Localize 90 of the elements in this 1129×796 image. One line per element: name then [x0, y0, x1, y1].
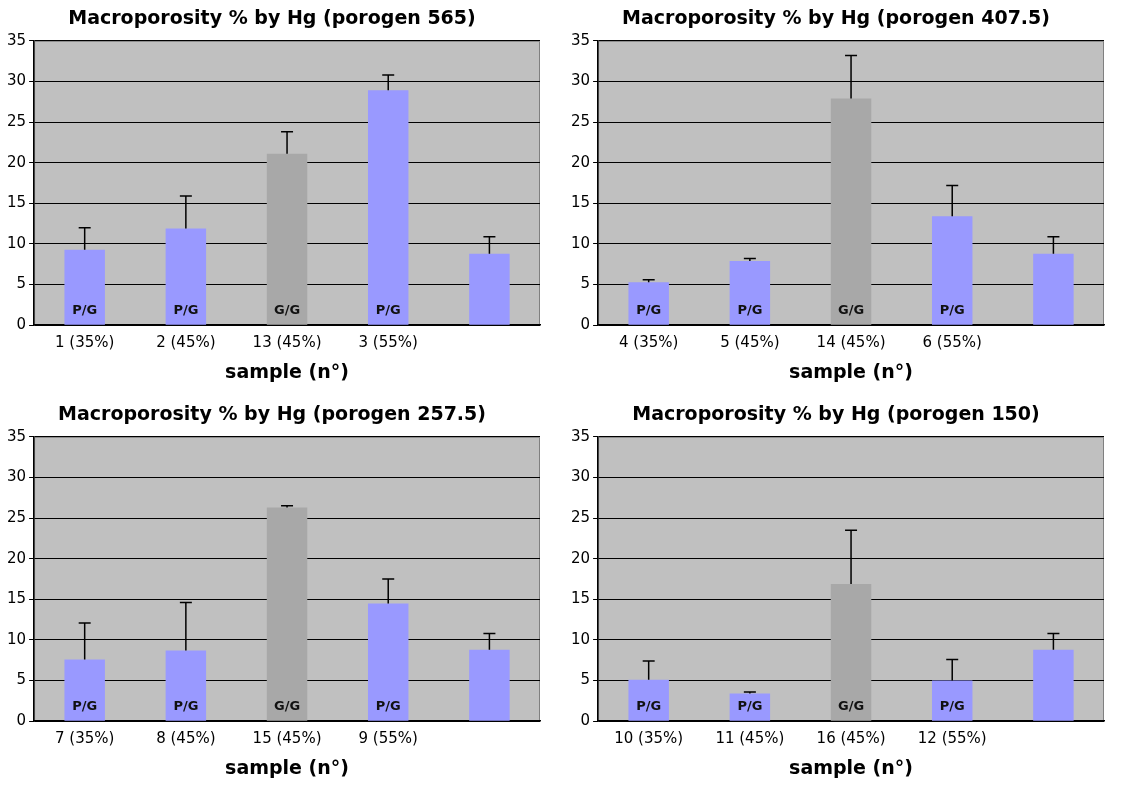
annotation: P/G: [737, 698, 763, 714]
annotation: P/G: [72, 302, 98, 318]
x-tick-label: 16 (45%): [816, 729, 886, 748]
x-tick-label: 12 (55%): [917, 729, 987, 748]
y-tick-label: 35: [570, 30, 591, 49]
y-tick-label: 10: [570, 233, 591, 252]
y-tick-label: 10: [570, 629, 591, 648]
chart-title: Macroporosity % by Hg (porogen 565): [68, 6, 476, 29]
y-tick-label: 5: [580, 670, 591, 689]
y-tick-label: 30: [6, 71, 27, 90]
x-tick-label: 10 (35%): [614, 729, 684, 748]
annotation: P/G: [636, 302, 662, 318]
x-tick-label: 6 (55%): [922, 333, 982, 352]
y-tick-label: 0: [580, 315, 591, 334]
x-tick-label: 2 (45%): [156, 333, 216, 352]
bar: [266, 153, 308, 325]
x-tick-label: 5 (45%): [720, 333, 780, 352]
bar: [64, 659, 105, 721]
chart-title: Macroporosity % by Hg (porogen 407.5): [622, 6, 1050, 29]
y-tick-label: 25: [570, 507, 591, 526]
bar: [1033, 253, 1074, 325]
bar: [729, 261, 771, 325]
y-tick-label: 30: [570, 71, 591, 90]
chart-title: Macroporosity % by Hg (porogen 150): [632, 402, 1040, 425]
bar: [266, 507, 308, 721]
bar: [830, 98, 872, 325]
x-tick-label: 7 (35%): [55, 729, 115, 748]
x-tick-label: 14 (45%): [816, 333, 886, 352]
y-tick-label: 10: [6, 233, 27, 252]
y-tick-label: 35: [6, 426, 27, 445]
y-tick-label: 0: [16, 315, 27, 334]
y-tick-label: 25: [570, 111, 591, 130]
annotation: P/G: [375, 302, 401, 318]
x-tick-label: 9 (55%): [358, 729, 418, 748]
bar: [628, 282, 669, 325]
x-tick-label: 11 (45%): [715, 729, 785, 748]
y-tick-label: 0: [580, 711, 591, 730]
y-tick-label: 20: [6, 548, 27, 567]
bar: [165, 650, 207, 721]
x-tick-label: 8 (45%): [156, 729, 216, 748]
bar: [165, 228, 207, 325]
x-axis-title: sample (n°): [225, 755, 350, 778]
bar: [64, 249, 105, 325]
y-tick-label: 15: [570, 193, 591, 212]
chart-title: Macroporosity % by Hg (porogen 257.5): [58, 402, 486, 425]
bar: [931, 216, 973, 325]
annotation: G/G: [274, 302, 301, 318]
annotation: P/G: [737, 302, 763, 318]
y-tick-label: 25: [6, 507, 27, 526]
x-tick-label: 15 (45%): [252, 729, 322, 748]
x-tick-label: 4 (35%): [619, 333, 679, 352]
y-tick-label: 35: [6, 30, 27, 49]
bar: [367, 90, 409, 325]
y-tick-label: 20: [570, 548, 591, 567]
y-tick-label: 25: [6, 111, 27, 130]
y-tick-label: 20: [570, 152, 591, 171]
bar: [469, 649, 510, 721]
bar: [1033, 649, 1074, 721]
y-tick-label: 20: [6, 152, 27, 171]
y-tick-label: 30: [570, 467, 591, 486]
y-tick-label: 5: [16, 274, 27, 293]
bar: [367, 603, 409, 721]
annotation: P/G: [173, 302, 199, 318]
y-tick-label: 5: [580, 274, 591, 293]
annotation: P/G: [939, 302, 965, 318]
annotation: P/G: [173, 698, 199, 714]
annotation: G/G: [838, 698, 865, 714]
annotation: G/G: [838, 302, 865, 318]
y-tick-label: 15: [570, 589, 591, 608]
bar: [469, 253, 510, 325]
y-tick-label: 35: [570, 426, 591, 445]
y-tick-label: 30: [6, 467, 27, 486]
bar: [628, 679, 669, 721]
x-axis-title: sample (n°): [789, 359, 914, 382]
x-tick-label: 1 (35%): [55, 333, 115, 352]
y-tick-label: 15: [6, 589, 27, 608]
x-axis-title: sample (n°): [225, 359, 350, 382]
annotation: G/G: [274, 698, 301, 714]
x-axis-title: sample (n°): [789, 755, 914, 778]
y-tick-label: 15: [6, 193, 27, 212]
annotation: P/G: [375, 698, 401, 714]
annotation: P/G: [636, 698, 662, 714]
x-tick-label: 13 (45%): [252, 333, 322, 352]
y-tick-label: 0: [16, 711, 27, 730]
annotation: P/G: [72, 698, 98, 714]
y-tick-label: 10: [6, 629, 27, 648]
bar: [830, 583, 872, 721]
annotation: P/G: [939, 698, 965, 714]
x-tick-label: 3 (55%): [358, 333, 418, 352]
y-tick-label: 5: [16, 670, 27, 689]
